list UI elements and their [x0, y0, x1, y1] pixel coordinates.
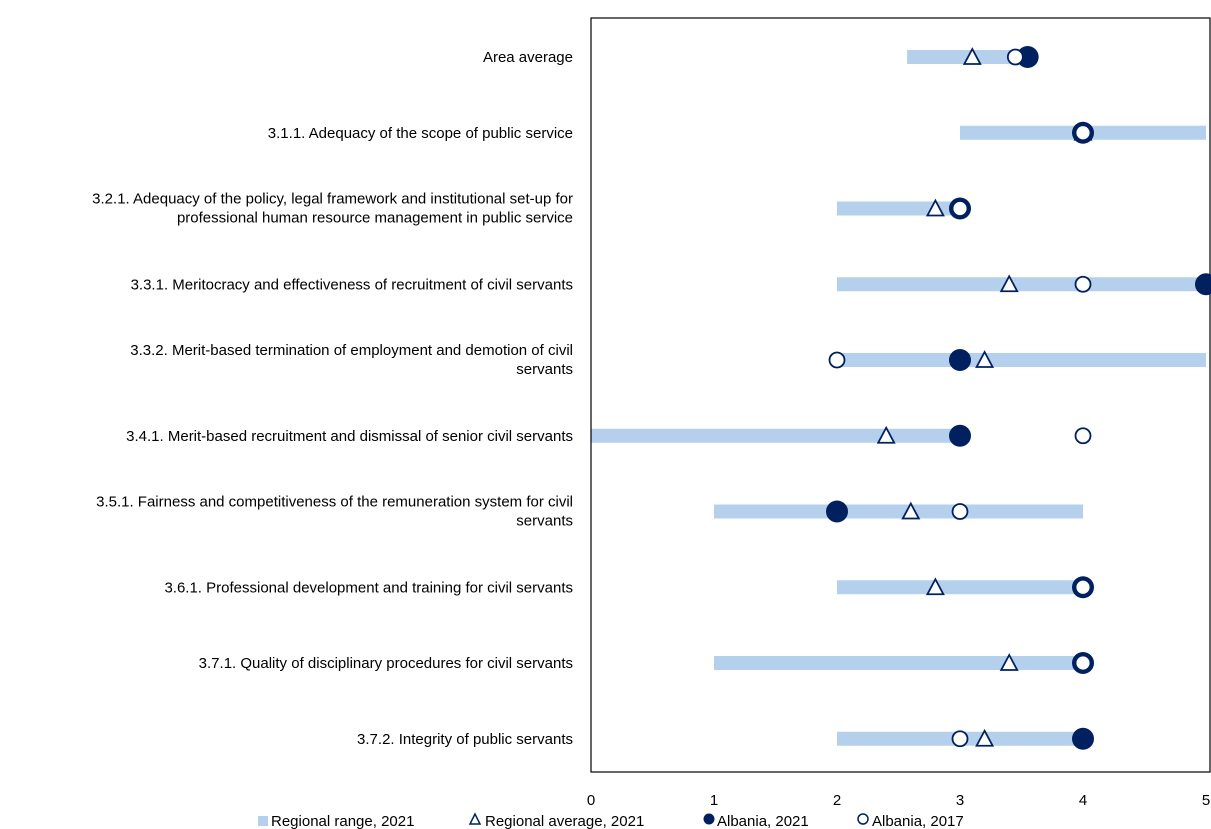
category-label: 3.4.1. Merit-based recruitment and dismi…	[126, 428, 573, 445]
albania-2017-point	[951, 200, 969, 217]
legend-label-albania-2017: Albania, 2017	[872, 813, 964, 829]
category-label: 3.2.1. Adequacy of the policy, legal fra…	[92, 191, 573, 208]
category-label: professional human resource management i…	[177, 210, 573, 227]
range-bar	[837, 353, 1206, 367]
category-label: 3.3.1. Meritocracy and effectiveness of …	[131, 276, 573, 293]
albania-2021-point	[1195, 273, 1211, 296]
range-bar	[591, 428, 960, 443]
category-label: 3.6.1. Professional development and trai…	[164, 579, 573, 596]
range-bar	[837, 580, 1083, 595]
regional-average-triangle-icon	[901, 501, 921, 520]
category-label: 3.3.2. Merit-based termination of employ…	[130, 342, 573, 359]
albania-2017-point	[1074, 578, 1092, 596]
albania-2017-point	[1074, 124, 1092, 142]
legend-label-albania-2021: Albania, 2021	[717, 813, 809, 829]
x-tick-label: 5	[1202, 792, 1210, 809]
albania-2017-point	[951, 730, 969, 748]
category-label: 3.5.1. Fairness and competitiveness of t…	[96, 494, 573, 511]
albania-2021-point	[1016, 46, 1039, 68]
regional-average-triangle-icon	[975, 350, 995, 368]
category-label: servants	[516, 513, 573, 530]
x-tick-label: 4	[1079, 792, 1087, 809]
range-bar	[714, 656, 1083, 670]
legend-swatch-regional-range	[258, 816, 268, 826]
albania-2017-point	[951, 503, 969, 520]
x-tick-label: 1	[710, 792, 718, 809]
markers	[826, 46, 1211, 750]
albania-2021-point	[826, 500, 848, 523]
regional-average-triangle-icon	[962, 47, 982, 65]
category-labels: Area average 3.1.1. Adequacy of the scope…	[92, 49, 573, 748]
legend-open-circle-icon	[857, 813, 869, 825]
albania-2017-point	[1006, 48, 1024, 66]
albania-2021-point	[949, 424, 971, 447]
albania-2021-point	[1072, 727, 1094, 750]
albania-2021-point	[949, 349, 971, 371]
x-tick-label: 2	[833, 792, 841, 809]
legend: Regional range, 2021 Regional average, 2…	[258, 812, 964, 829]
regional-average-triangle-icon	[876, 425, 896, 444]
range-bar	[837, 277, 1206, 292]
x-tick-label: 3	[956, 792, 964, 809]
range-bar	[714, 504, 1083, 519]
regional-average-triangle-icon	[999, 274, 1019, 293]
legend-label-regional-average: Regional average, 2021	[485, 813, 644, 829]
albania-2017-point	[1074, 427, 1092, 445]
plot-area-frame	[590, 17, 1211, 773]
albania-2017-point	[1074, 654, 1092, 672]
regional-average-triangle-icon	[925, 198, 945, 217]
albania-2017-point	[828, 351, 846, 369]
range-bars	[591, 50, 1206, 746]
regional-average-triangle-icon	[999, 653, 1019, 671]
regional-average-triangle-icon	[975, 728, 995, 747]
category-label: 3.7.2. Integrity of public servants	[357, 731, 573, 748]
legend-filled-circle-icon	[703, 813, 715, 825]
legend-triangle-icon	[468, 812, 482, 825]
category-label: 3.1.1. Adequacy of the scope of public s…	[268, 125, 573, 142]
category-label: 3.7.1. Quality of disciplinary procedure…	[199, 655, 573, 672]
regional-average-triangle-icon	[925, 577, 945, 596]
x-tick-label: 0	[587, 792, 595, 809]
legend-label-regional-range: Regional range, 2021	[271, 813, 414, 829]
category-label: Area average	[483, 49, 573, 66]
albania-2017-point	[1074, 275, 1092, 293]
category-label: servants	[516, 361, 573, 378]
x-axis-tick-labels: 0 1 2 3 4 5	[587, 792, 1210, 809]
